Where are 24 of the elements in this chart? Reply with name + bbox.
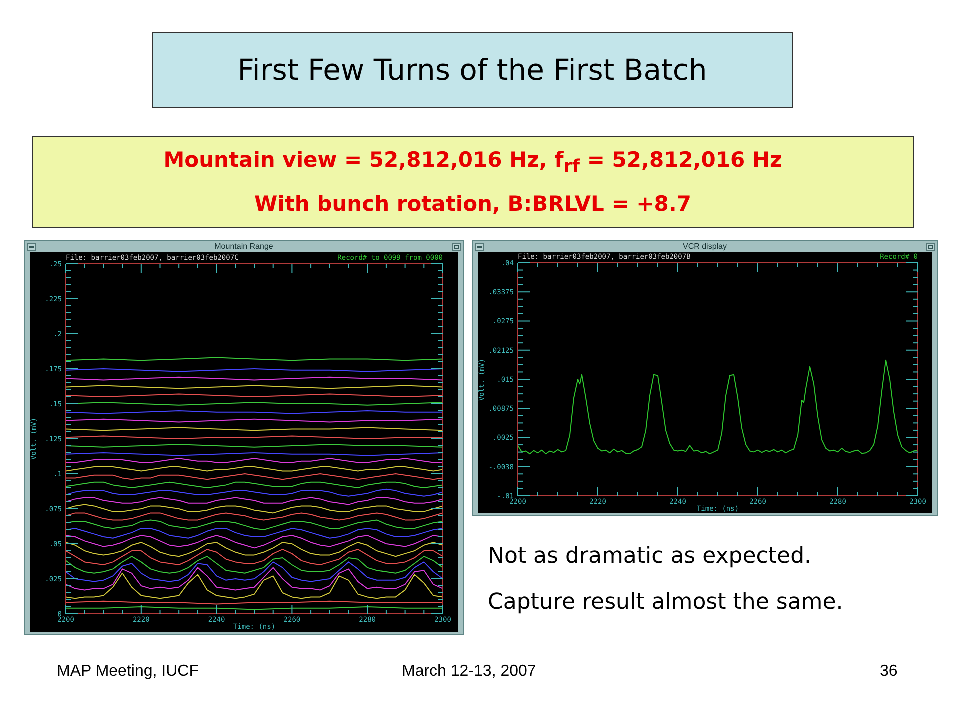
line-series [66,520,443,530]
line-series [518,360,918,455]
line-series [66,556,443,574]
text: Capture result almost the same. [488,589,844,617]
line-series [66,535,443,549]
chart-title: Mountain Range [214,242,274,252]
line-series [66,512,443,521]
line-series [66,504,443,514]
line-series [66,528,443,539]
text: Mountain view = 52,812,016 Hz, f$_{rf}$ = 52,812,016 Hz [164,148,782,177]
line-series [66,567,443,591]
line-series [66,497,443,506]
line-series [66,562,443,582]
line-series [66,488,443,497]
line-series [66,549,443,566]
text: March 12-13, 2007 [402,662,536,682]
text: MAP Meeting, IUCF [57,662,199,682]
chart-title: VCR display [682,242,728,252]
text: 36 [880,662,898,682]
text: With bunch rotation, B:BRLVL = +8.7 [254,192,692,216]
line-series [66,542,443,558]
text: First Few Turns of the First Batch [152,32,793,108]
text: Not as dramatic as expected. [488,543,813,571]
line-series [66,572,443,600]
